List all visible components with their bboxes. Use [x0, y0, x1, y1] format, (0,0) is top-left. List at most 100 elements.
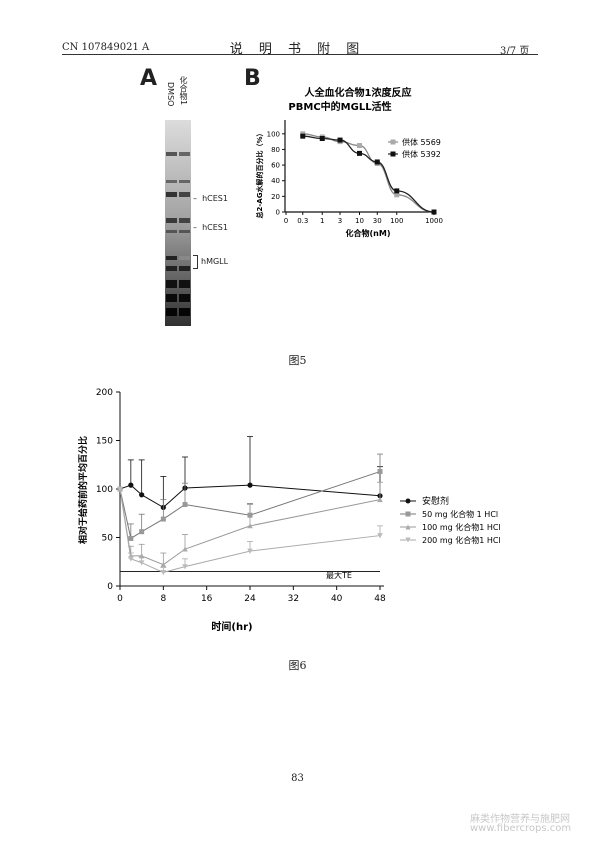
patent-number: CN 107849021 A [62, 42, 150, 53]
legend-6-label-4: 200 mg 化合物1 HCl [422, 535, 501, 545]
chart-6-plot-area: 0 50 100 150 200 0 8 16 24 32 40 48 [96, 388, 386, 604]
watermark-line-2: www.fibercrops.com [470, 823, 572, 834]
chart-b-x-tick-label: 30 [373, 217, 382, 225]
chart-6-data-point [160, 570, 167, 576]
chart-6-data-point [377, 496, 383, 503]
band-label-hmgll: hMGLL [201, 257, 229, 266]
legend-6-label-2: 50 mg 化合物 1 HCl [422, 509, 498, 519]
chart-b-data-point [300, 133, 306, 139]
chart-b-x-tick-label: 10 [355, 217, 364, 225]
chart-6-x-tick-label: 0 [117, 594, 123, 604]
chart-b-title-1: 人全血化合物1浓度反应 [305, 86, 412, 99]
chart-b-x-tick-label: 100 [390, 217, 403, 225]
legend-b-marker-1 [390, 139, 396, 145]
chart-b-ylabel: 总2-AG水解的百分比（%） [255, 130, 264, 219]
legend-6-marker-1 [405, 498, 411, 504]
chart-b-x-tick-label: 0.3 [297, 217, 308, 225]
band-marker-2: – hCES1 [193, 223, 228, 232]
chart-6-xlabel: 时间(hr) [211, 620, 252, 633]
chart-6-y-tick-label: 100 [96, 485, 113, 495]
band-label-hces1-b: hCES1 [202, 223, 228, 232]
chart-6-data-point [247, 548, 253, 554]
chart-6-data-point [182, 564, 188, 570]
page-number: 83 [291, 773, 304, 784]
chart-6-x-tick-label: 24 [244, 594, 256, 604]
chart-b-y-tick-label: 0 [276, 209, 280, 217]
chart-6-data-point [377, 469, 383, 475]
chart-6-data-point [139, 492, 145, 498]
chart-b-data-point [431, 209, 437, 215]
legend-6-label-1: 安慰剂 [422, 495, 449, 507]
chart-6-data-point [247, 523, 253, 529]
chart-6-ref-label: 最大TE [326, 570, 352, 580]
time-course-chart: 0 50 100 150 200 0 8 16 24 32 40 48 时间(hr) 相对于给药前的平… [77, 388, 501, 633]
figure6-caption: 图6 [288, 659, 307, 672]
chart-6-data-point [128, 556, 134, 562]
gel-image [165, 120, 191, 330]
chart-6-y-tick-label: 0 [107, 582, 113, 592]
chart-b-data-point [357, 143, 362, 149]
legend-6-label-3: 100 mg 化合物1 HCl [422, 522, 501, 532]
band-marker-1: – hCES1 [193, 194, 228, 203]
chart-b-data-point [357, 150, 362, 156]
chart-6-legend: 安慰剂 50 mg 化合物 1 HCl 100 mg 化合物1 HCl 200 … [400, 495, 501, 545]
chart-b-data-point [394, 188, 400, 194]
chart-6-data-point [182, 502, 188, 508]
legend-6-marker-2 [405, 511, 411, 517]
figure5-caption: 图5 [288, 354, 307, 367]
page-fraction: 3/7 页 [500, 46, 530, 57]
hmgll-bracket [193, 255, 198, 269]
chart-b-legend: 供体 5569 供体 5392 [388, 137, 441, 159]
document-title: 说 明 书 附 图 [229, 42, 366, 57]
chart-6-data-point [138, 560, 145, 566]
chart-b-series-line [302, 135, 435, 213]
legend-b-marker-2 [390, 151, 396, 157]
chart-b-y-tick-label: 20 [271, 193, 280, 201]
chart-b-x-tick-label: 3 [338, 217, 342, 225]
band-label-hces1-a: hCES1 [202, 194, 228, 203]
chart-6-data-point [117, 486, 123, 492]
chart-6-data-point [128, 535, 134, 541]
chart-b-data-point [394, 192, 400, 198]
header-rule [62, 54, 538, 55]
chart-6-x-tick-label: 40 [331, 594, 343, 604]
chart-b-y-tick-label: 80 [271, 146, 280, 154]
chart-6-x-tick-label: 16 [201, 594, 213, 604]
chart-b-y-tick-label: 40 [271, 177, 280, 185]
chart-6-y-tick-label: 50 [102, 534, 114, 544]
chart-6-data-point [247, 482, 253, 488]
chart-b-xlabel: 化合物(nM) [346, 228, 391, 238]
chart-b-y-tick-label: 100 [267, 130, 280, 138]
chart-6-data-point [139, 529, 145, 535]
chart-6-data-point [377, 533, 383, 539]
chart-6-data-point [182, 546, 188, 552]
chart-6-y-tick-label: 200 [96, 388, 113, 398]
legend-b-label-2: 供体 5392 [402, 149, 441, 159]
chart-6-data-point [160, 516, 166, 522]
chart-b-data-point [319, 136, 325, 142]
chart-b-x-tick-label: 0 [284, 217, 288, 225]
chart-6-x-tick-label: 48 [374, 594, 386, 604]
chart-6-x-tick-label: 8 [160, 594, 166, 604]
chart-6-data-point [128, 482, 134, 488]
chart-b-x-tick-label: 1 [320, 217, 324, 225]
chart-6-data-point [160, 561, 167, 568]
legend-b-label-1: 供体 5569 [402, 137, 441, 147]
watermark-line-1: 麻类作物营养与施肥网 [470, 814, 570, 825]
chart-b-title-2: PBMC中的MGLL活性 [288, 100, 391, 113]
chart-b-data-point [374, 159, 380, 165]
chart-b-x-tick-label: 1000 [425, 217, 443, 225]
chart-b-y-tick-label: 60 [271, 162, 280, 170]
panel-b-letter: B [244, 66, 261, 91]
lane-label-dmso: DMSO [166, 82, 175, 107]
legend-6-marker-4 [405, 537, 411, 543]
gel-bands [165, 120, 191, 326]
chart-b-data-point [337, 137, 343, 143]
chart-6-ylabel: 相对于给药前的平均百分比 [77, 436, 89, 544]
panel-a-letter: A [140, 66, 158, 91]
chart-6-x-tick-label: 32 [288, 594, 299, 604]
lane-label-compound: 化合物1 [179, 76, 188, 106]
legend-6-marker-3 [405, 524, 411, 530]
